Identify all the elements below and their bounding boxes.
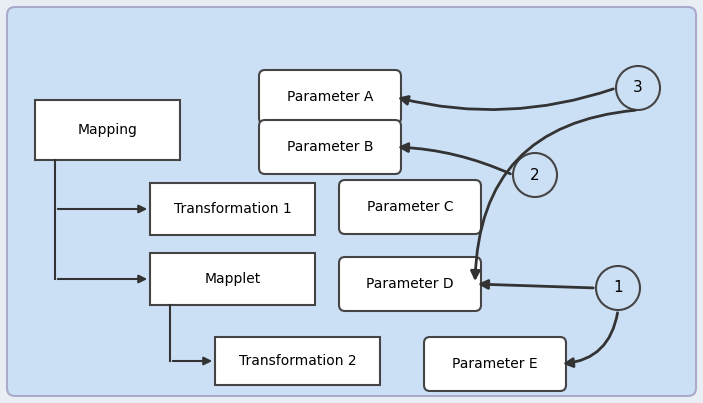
FancyBboxPatch shape	[35, 100, 180, 160]
FancyBboxPatch shape	[339, 257, 481, 311]
FancyBboxPatch shape	[215, 337, 380, 385]
Text: Parameter A: Parameter A	[287, 90, 373, 104]
Text: Parameter C: Parameter C	[367, 200, 453, 214]
Circle shape	[596, 266, 640, 310]
FancyBboxPatch shape	[150, 253, 315, 305]
FancyBboxPatch shape	[259, 120, 401, 174]
Circle shape	[616, 66, 660, 110]
Text: Mapping: Mapping	[77, 123, 138, 137]
Text: 2: 2	[530, 168, 540, 183]
Text: 1: 1	[613, 280, 623, 295]
FancyBboxPatch shape	[7, 7, 696, 396]
Text: Transformation 1: Transformation 1	[174, 202, 291, 216]
FancyBboxPatch shape	[259, 70, 401, 124]
Text: Parameter B: Parameter B	[287, 140, 373, 154]
Text: Mapplet: Mapplet	[205, 272, 261, 286]
FancyBboxPatch shape	[150, 183, 315, 235]
Text: Parameter E: Parameter E	[452, 357, 538, 371]
Text: Parameter D: Parameter D	[366, 277, 454, 291]
Circle shape	[513, 153, 557, 197]
Text: 3: 3	[633, 81, 643, 96]
FancyBboxPatch shape	[424, 337, 566, 391]
Text: Transformation 2: Transformation 2	[239, 354, 356, 368]
FancyBboxPatch shape	[339, 180, 481, 234]
